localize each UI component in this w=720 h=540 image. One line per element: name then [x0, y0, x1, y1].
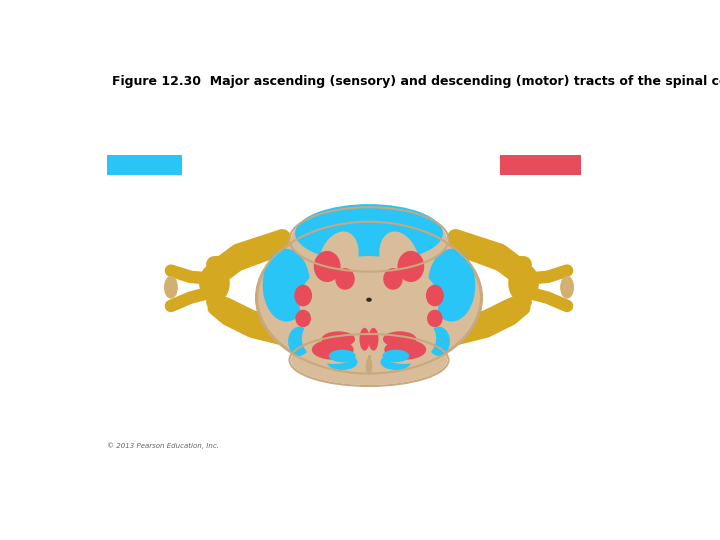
Ellipse shape [291, 335, 447, 385]
Ellipse shape [312, 340, 354, 360]
Ellipse shape [291, 208, 447, 271]
Ellipse shape [295, 310, 311, 327]
Text: Figure 12.30  Major ascending (sensory) and descending (motor) tracts of the spi: Figure 12.30 Major ascending (sensory) a… [112, 75, 720, 88]
Ellipse shape [366, 298, 372, 302]
Ellipse shape [314, 251, 341, 282]
Ellipse shape [428, 327, 450, 356]
Ellipse shape [318, 232, 359, 289]
Ellipse shape [327, 354, 358, 370]
Ellipse shape [164, 276, 178, 299]
Ellipse shape [300, 256, 438, 348]
Ellipse shape [369, 328, 379, 350]
Ellipse shape [366, 358, 372, 375]
Ellipse shape [294, 285, 312, 306]
Ellipse shape [374, 314, 436, 364]
FancyBboxPatch shape [107, 155, 182, 175]
Ellipse shape [295, 204, 443, 262]
Ellipse shape [383, 332, 416, 347]
Ellipse shape [288, 327, 310, 356]
Ellipse shape [382, 349, 409, 362]
Ellipse shape [383, 268, 402, 290]
Ellipse shape [322, 332, 355, 347]
Ellipse shape [359, 328, 369, 350]
Ellipse shape [336, 289, 402, 331]
Ellipse shape [302, 314, 364, 364]
Ellipse shape [397, 251, 424, 282]
FancyBboxPatch shape [500, 155, 581, 175]
Ellipse shape [384, 340, 426, 360]
Text: © 2013 Pearson Education, Inc.: © 2013 Pearson Education, Inc. [107, 443, 219, 449]
Ellipse shape [199, 264, 230, 303]
Ellipse shape [380, 354, 411, 370]
Ellipse shape [428, 249, 475, 321]
Ellipse shape [426, 285, 444, 306]
Ellipse shape [336, 268, 355, 290]
Ellipse shape [329, 349, 356, 362]
Ellipse shape [379, 232, 420, 289]
Ellipse shape [560, 276, 574, 299]
Ellipse shape [263, 249, 310, 321]
Ellipse shape [427, 310, 443, 327]
Ellipse shape [508, 264, 539, 303]
Ellipse shape [258, 223, 481, 373]
